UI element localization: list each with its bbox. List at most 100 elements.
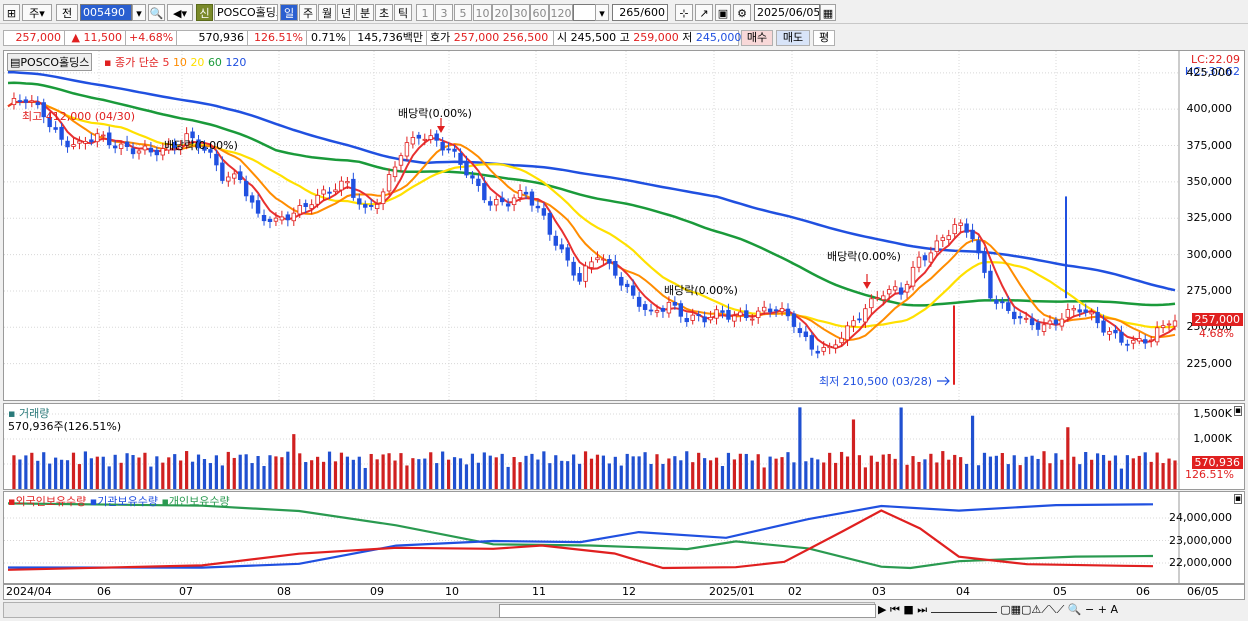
candle-body — [809, 335, 815, 350]
minute-button-120[interactable]: 120 — [549, 4, 573, 21]
volume-chart[interactable] — [4, 404, 1244, 489]
price-y-label: 325,000 — [1186, 211, 1233, 225]
minute-button-20[interactable]: 20 — [492, 4, 511, 21]
toolbar: ⊞ 주▾ 전 005490 ▾ 🔍 ◀▾ 신 POSCO홀딩스 일주월년분초틱 … — [0, 0, 1248, 24]
candle-body — [458, 152, 463, 165]
volume-bar — [250, 463, 254, 489]
volume-panel[interactable]: ▪ 거래량 570,936주(126.51%) 1,500K1,000K500K… — [3, 403, 1245, 490]
ma-period-10: 10 — [172, 56, 191, 69]
volume-bar — [185, 451, 189, 489]
volume-bar — [113, 454, 117, 489]
period-select[interactable]: 주▾ — [22, 4, 52, 21]
volume-bar — [387, 453, 391, 489]
volume-bar — [524, 455, 528, 489]
date-field[interactable]: 2025/06/05 — [754, 4, 820, 21]
scrollbar[interactable] — [3, 602, 876, 618]
stop-icon[interactable]: ■ — [903, 603, 914, 616]
period-button-1[interactable]: 주 — [299, 4, 317, 21]
prev-button[interactable]: 전 — [56, 4, 78, 21]
period-button-6[interactable]: 틱 — [394, 4, 412, 21]
save-icon[interactable]: ▣ — [715, 4, 731, 21]
candle-body — [392, 166, 398, 178]
sell-button[interactable]: 매도 — [776, 30, 810, 46]
zoom-slider[interactable] — [930, 612, 997, 613]
legend-ma: ▪ 종가 단순 5 10 20 60 120 — [104, 56, 247, 69]
volume-bar — [589, 458, 594, 489]
volume-bar — [470, 453, 475, 489]
buy-button[interactable]: 매수 — [741, 30, 773, 46]
candle-body — [994, 299, 999, 304]
x-axis-label: 2024/04 — [6, 585, 52, 598]
code-dropdown-icon[interactable]: ▾ — [132, 4, 146, 21]
layout-icon[interactable]: ⊞ — [3, 4, 20, 21]
volume-bar — [417, 459, 421, 489]
holdings-panel[interactable]: ▪외국인보유수량 ▪기관보유수량 ▪개인보유수량 24,000,000 23,00… — [3, 491, 1245, 584]
volume-bar — [333, 461, 338, 489]
candle-body — [1166, 323, 1172, 326]
zoom-out-icon[interactable]: − — [1085, 603, 1095, 616]
period-button-3[interactable]: 년 — [337, 4, 355, 21]
minute-button-3[interactable]: 3 — [435, 4, 453, 21]
volume-bar — [762, 467, 766, 489]
price-chart[interactable] — [4, 51, 1244, 400]
code-input[interactable]: 005490 — [80, 4, 132, 21]
volume-bar — [536, 459, 540, 489]
period-button-2[interactable]: 월 — [318, 4, 336, 21]
candle-body — [53, 127, 58, 130]
candle-body — [726, 309, 731, 320]
minute-button-10[interactable]: 10 — [473, 4, 492, 21]
candle-body — [238, 171, 243, 180]
period-button-4[interactable]: 분 — [356, 4, 374, 21]
last-price-pct: 4.68% — [1199, 327, 1234, 340]
scroll-thumb[interactable] — [499, 604, 876, 618]
candle-body — [642, 304, 648, 310]
candle-body — [321, 189, 326, 195]
minute-button-5[interactable]: 5 — [454, 4, 472, 21]
volume-bar — [357, 456, 361, 489]
volume-bar — [887, 453, 891, 489]
volume-bar — [601, 455, 606, 489]
volume-close-icon[interactable]: ▪ — [1233, 406, 1242, 416]
search-icon[interactable]: 🔍 — [148, 4, 165, 21]
tool-icons[interactable]: ▢▦▢⚠⟋⟍⟋ — [1000, 603, 1065, 616]
ma-period-120: 120 — [225, 56, 247, 69]
holdings-chart[interactable] — [4, 492, 1244, 583]
minute-button-30[interactable]: 30 — [511, 4, 530, 21]
volume-bar — [54, 457, 58, 489]
candle-body — [1006, 302, 1011, 311]
volume-bar — [447, 459, 451, 489]
legend-menu-icon[interactable]: ▤ — [10, 56, 21, 69]
price-panel[interactable]: ▤POSCO홀딩스 ▪ 종가 단순 5 10 20 60 120 LC:22.0… — [3, 50, 1245, 401]
fast-forward-icon[interactable]: ⏭ — [917, 603, 928, 616]
eval-button[interactable]: 평 — [813, 30, 835, 46]
interval-dropdown-icon[interactable]: ▾ — [595, 4, 609, 21]
candle-body — [982, 252, 987, 273]
candle-body — [571, 261, 576, 276]
price-y-label: 400,000 — [1186, 102, 1233, 116]
crosshair-icon[interactable]: ⊹ — [675, 4, 693, 21]
zoom-in-icon[interactable]: + — [1097, 603, 1107, 616]
candle-body — [1059, 318, 1065, 327]
sound-icon[interactable]: ◀▾ — [167, 4, 193, 21]
text-tool-icon[interactable]: A — [1110, 603, 1118, 616]
x-axis-label: 07 — [179, 585, 193, 598]
volume-bar — [214, 455, 218, 489]
candle-body — [89, 139, 94, 143]
candle-body — [1154, 327, 1160, 343]
minute-button-60[interactable]: 60 — [530, 4, 549, 21]
holdings-close-icon[interactable]: ▪ — [1233, 494, 1242, 504]
count-field[interactable]: 265/600 — [612, 4, 668, 21]
calendar-icon[interactable]: ▦ — [820, 4, 836, 21]
magnify-icon[interactable]: 🔍 — [1067, 603, 1082, 616]
period-button-5[interactable]: 초 — [375, 4, 393, 21]
gear-icon[interactable]: ⚙ — [733, 4, 751, 21]
period-button-0[interactable]: 일 — [280, 4, 298, 21]
candle-body — [934, 240, 940, 252]
holdings-legend: ▪외국인보유수량 ▪기관보유수량 ▪개인보유수량 — [8, 493, 230, 509]
rewind-icon[interactable]: ⏮ — [889, 603, 900, 616]
candle-body — [220, 162, 225, 181]
play-icon[interactable]: ▶ — [878, 603, 887, 616]
draw-tool-icon[interactable]: ↗ — [695, 4, 713, 21]
candle-body — [625, 283, 630, 288]
minute-button-1[interactable]: 1 — [416, 4, 434, 21]
